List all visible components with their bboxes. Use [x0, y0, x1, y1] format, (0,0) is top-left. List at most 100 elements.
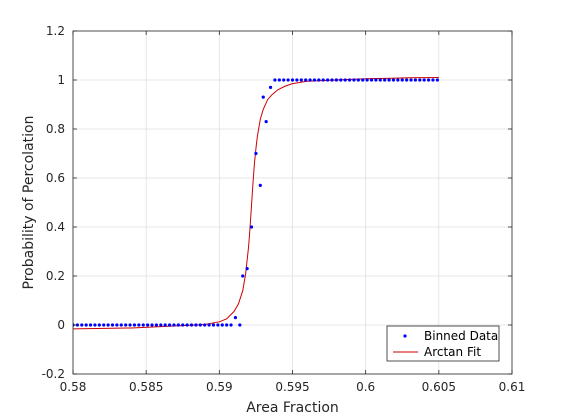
data-point: [159, 323, 163, 327]
data-point: [365, 78, 369, 82]
data-point: [299, 78, 303, 82]
data-point: [249, 225, 254, 229]
data-point: [347, 78, 352, 82]
data-point: [258, 183, 262, 187]
axis-ticks: [72, 30, 513, 375]
data-point: [115, 323, 119, 327]
y-tick-label: 0.4: [46, 220, 65, 234]
data-point: [80, 323, 84, 327]
data-point: [245, 267, 249, 271]
series-points-binned-data: [73, 78, 439, 327]
data-point: [229, 323, 233, 327]
y-axis-label: Probability of Percolation: [21, 116, 37, 290]
data-point: [405, 78, 409, 82]
data-point: [207, 323, 211, 327]
legend-label-binned-data: Binned Data: [424, 329, 498, 343]
data-point: [254, 151, 258, 156]
x-tick-label: 0.61: [499, 380, 526, 394]
data-point: [273, 78, 277, 82]
data-point: [128, 323, 132, 327]
data-point: [185, 323, 189, 327]
data-point: [396, 78, 400, 82]
x-tick-label: 0.6: [356, 380, 375, 394]
data-point: [203, 323, 207, 327]
data-point: [225, 323, 229, 327]
data-point: [181, 323, 185, 327]
y-tick-label: 1.2: [46, 24, 65, 38]
x-tick-label: 0.595: [275, 380, 309, 394]
data-point: [308, 78, 312, 82]
data-point: [124, 323, 128, 327]
data-point: [330, 78, 334, 82]
data-point: [119, 323, 123, 327]
data-point: [356, 78, 360, 82]
data-point: [238, 323, 242, 327]
data-point: [326, 78, 330, 82]
data-point: [383, 78, 387, 82]
y-tick-label: -0.2: [42, 367, 65, 381]
data-point: [141, 323, 145, 327]
data-point: [102, 323, 106, 327]
data-point: [339, 78, 343, 82]
data-point: [216, 323, 220, 327]
x-tick-labels: 0.58 0.585 0.59 0.595 0.6 0.605 0.61: [60, 380, 526, 394]
data-point: [106, 323, 110, 327]
data-point: [334, 78, 338, 82]
data-point: [198, 323, 202, 327]
data-point: [88, 323, 93, 327]
data-point: [426, 78, 431, 82]
data-point: [387, 78, 391, 82]
data-point: [241, 274, 245, 278]
data-point: [75, 323, 79, 327]
data-point: [211, 323, 216, 327]
data-point: [343, 78, 347, 82]
x-tick-label: 0.59: [206, 380, 233, 394]
data-point: [352, 78, 356, 82]
data-point: [400, 78, 404, 82]
y-tick-label: 0.6: [46, 171, 65, 185]
legend-label-arctan-fit: Arctan Fit: [424, 345, 481, 359]
data-point: [268, 85, 273, 89]
data-point: [422, 78, 426, 82]
x-axis-label: Area Fraction: [246, 400, 339, 416]
data-point: [163, 323, 167, 327]
data-point: [167, 323, 172, 327]
data-point: [317, 78, 321, 82]
y-tick-label: 0: [57, 318, 65, 332]
data-point: [431, 78, 435, 82]
data-point: [369, 78, 374, 82]
data-point: [233, 316, 238, 320]
data-point: [84, 323, 88, 327]
series-line-arctan-fit: [73, 77, 439, 330]
data-point: [97, 323, 101, 327]
data-point: [261, 95, 265, 99]
data-point: [391, 78, 396, 82]
data-point: [194, 323, 198, 327]
data-point: [286, 78, 290, 82]
x-tick-label: 0.585: [129, 380, 163, 394]
x-tick-label: 0.58: [60, 380, 87, 394]
data-point: [189, 323, 194, 327]
data-point: [378, 78, 382, 82]
data-point: [304, 78, 308, 82]
data-point: [409, 78, 413, 82]
data-point: [132, 323, 137, 327]
legend: Binned Data Arctan Fit: [386, 325, 500, 362]
y-tick-label: 1: [57, 73, 65, 87]
data-point: [321, 78, 325, 82]
data-point: [172, 323, 176, 327]
legend-marker-binned-data: [403, 334, 407, 338]
data-point: [282, 78, 286, 82]
data-point: [137, 323, 141, 327]
data-point: [264, 120, 268, 124]
data-point: [176, 323, 180, 327]
data-point: [146, 323, 150, 327]
data-point: [110, 323, 115, 327]
data-point: [290, 78, 295, 82]
data-point: [312, 78, 317, 82]
legend-box: [386, 325, 500, 362]
data-point: [418, 78, 422, 82]
data-point: [154, 323, 159, 327]
y-tick-label: 0.8: [46, 122, 65, 136]
data-point: [413, 78, 418, 82]
